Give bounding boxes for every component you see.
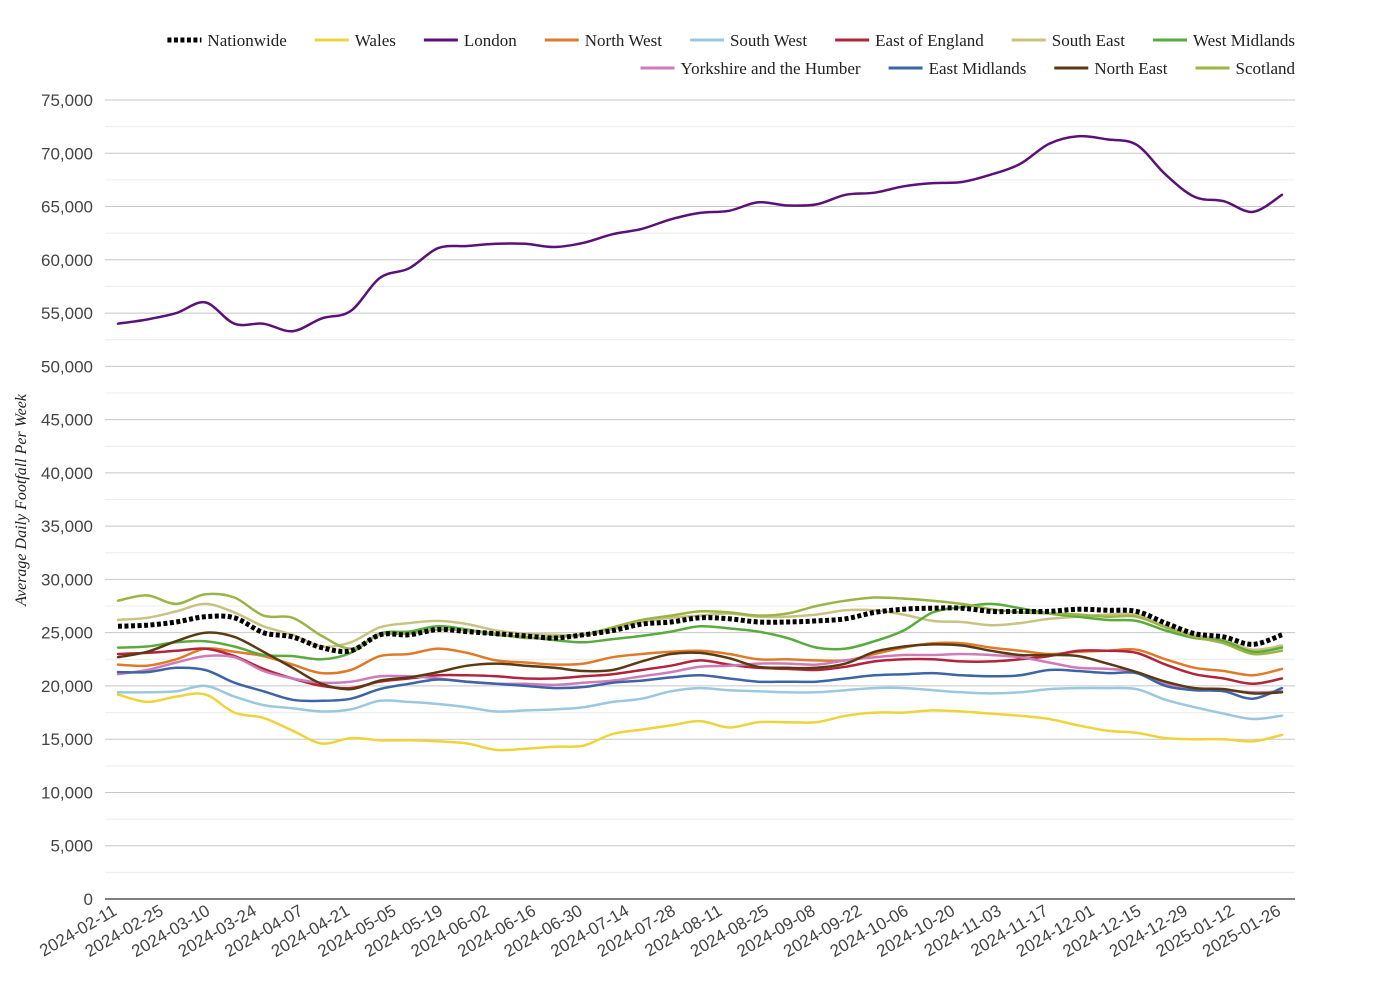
y-tick-label: 50,000 — [41, 357, 93, 376]
y-tick-label: 60,000 — [41, 251, 93, 270]
y-tick-label: 0 — [84, 890, 93, 909]
series-line-north-east — [116, 631, 1284, 695]
legend-item-yorkshire-and-the-humber: Yorkshire and the Humber — [640, 59, 861, 78]
legend-label: London — [464, 31, 517, 50]
series-lines — [116, 134, 1284, 752]
legend-item-west-midlands: West Midlands — [1152, 31, 1295, 50]
x-axis: 2024-02-112024-02-252024-03-102024-03-24… — [36, 901, 1284, 961]
y-tick-label: 20,000 — [41, 677, 93, 696]
legend-item-south-west: South West — [689, 31, 807, 50]
y-tick-label: 70,000 — [41, 144, 93, 163]
legend-item-london: London — [423, 31, 517, 50]
y-tick-label: 65,000 — [41, 198, 93, 217]
legend-label: South West — [730, 31, 807, 50]
series-line-east-of-england — [116, 647, 1284, 690]
series-line-wales — [116, 692, 1284, 752]
series-line-south-west — [116, 684, 1284, 721]
series-line-east-midlands — [116, 666, 1284, 703]
legend-item-north-east: North East — [1054, 59, 1168, 78]
series-line-yorkshire-and-the-humber — [116, 652, 1284, 694]
legend-label: South East — [1052, 31, 1125, 50]
legend-label: North West — [585, 31, 662, 50]
y-tick-label: 15,000 — [41, 730, 93, 749]
legend-label: Nationwide — [207, 31, 286, 50]
legend-item-north-west: North West — [544, 31, 662, 50]
legend-item-south-east: South East — [1011, 31, 1125, 50]
legend: Nationwide Wales London North West South Wes… — [167, 31, 1295, 78]
legend-item-east-of-england: East of England — [835, 31, 984, 50]
legend-item-nationwide: Nationwide — [167, 31, 287, 50]
y-tick-label: 30,000 — [41, 570, 93, 589]
legend-label: East Midlands — [929, 59, 1027, 78]
legend-label: Wales — [355, 31, 396, 50]
y-tick-label: 40,000 — [41, 464, 93, 483]
y-axis-label: Average Daily Footfall Per Week — [13, 393, 30, 607]
y-tick-label: 35,000 — [41, 517, 93, 536]
legend-item-wales: Wales — [314, 31, 396, 50]
legend-item-east-midlands: East Midlands — [888, 59, 1027, 78]
series-line-west-midlands — [116, 602, 1284, 661]
y-tick-label: 55,000 — [41, 304, 93, 323]
y-axis: 0 5,000 10,000 15,000 20,000 25,000 30,000 35,0… — [41, 91, 93, 909]
legend-item-scotland: Scotland — [1195, 59, 1296, 78]
legend-label: Scotland — [1236, 59, 1296, 78]
legend-label: Yorkshire and the Humber — [681, 59, 861, 78]
series-line-scotland — [116, 592, 1284, 656]
series-line-nationwide — [117, 605, 1283, 655]
y-tick-label: 25,000 — [41, 624, 93, 643]
y-tick-label: 75,000 — [41, 91, 93, 110]
y-tick-label: 45,000 — [41, 411, 93, 430]
gridlines — [105, 99, 1295, 873]
legend-label: East of England — [875, 31, 984, 50]
legend-label: West Midlands — [1193, 31, 1295, 50]
y-tick-label: 10,000 — [41, 783, 93, 802]
series-line-london — [116, 134, 1284, 333]
y-tick-label: 5,000 — [50, 837, 93, 856]
legend-label: North East — [1094, 59, 1167, 78]
